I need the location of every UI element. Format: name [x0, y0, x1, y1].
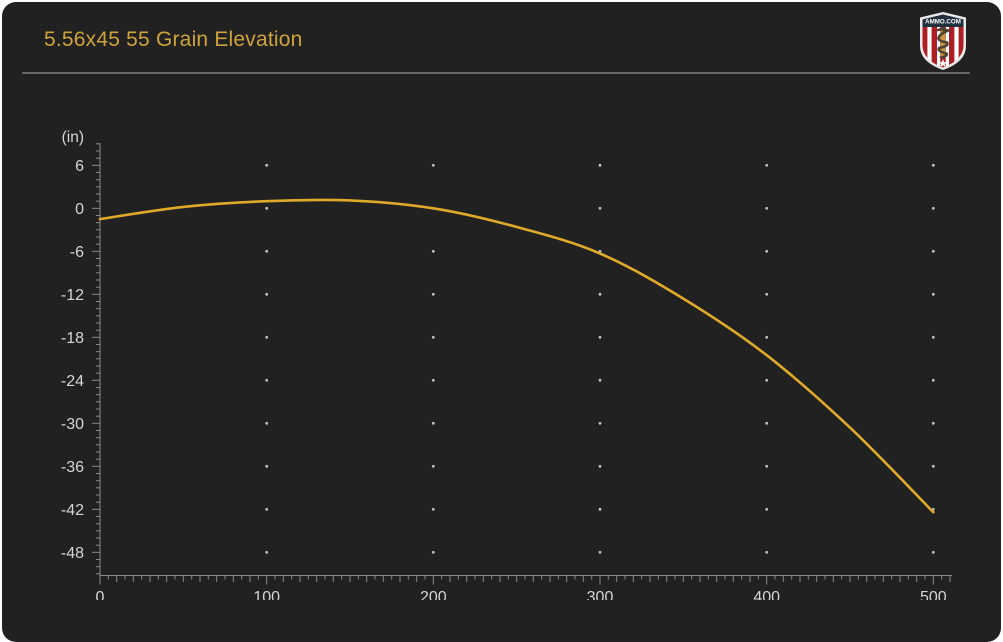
grid-dot	[598, 206, 602, 210]
grid-dot	[431, 421, 435, 425]
grid-dot	[431, 550, 435, 554]
y-tick-label: 0	[75, 201, 84, 218]
x-tick-label: 100	[253, 589, 280, 600]
y-tick-label: -18	[61, 330, 84, 347]
grid-dot	[265, 507, 269, 511]
grid-dots	[265, 163, 935, 554]
y-tick-label: -6	[70, 244, 84, 261]
y-tick-label: -24	[61, 373, 84, 390]
grid-dot	[265, 421, 269, 425]
stripe	[922, 14, 928, 68]
elevation-curve	[98, 198, 935, 514]
axes	[92, 143, 952, 585]
title-divider	[22, 72, 970, 74]
grid-dot	[931, 206, 935, 210]
grid-dot	[598, 292, 602, 296]
grid-dot	[431, 292, 435, 296]
grid-dot	[265, 464, 269, 468]
grid-dot	[931, 550, 935, 554]
grid-dot	[931, 421, 935, 425]
grid-dot	[598, 507, 602, 511]
grid-dot	[765, 249, 769, 253]
grid-dot	[431, 163, 435, 167]
grid-dot	[598, 421, 602, 425]
grid-dot	[765, 421, 769, 425]
grid-dot	[598, 464, 602, 468]
logo-text: AMMO.COM	[925, 19, 961, 26]
grid-dot	[265, 378, 269, 382]
x-tick-label: 300	[587, 589, 614, 600]
star-icon	[938, 59, 948, 68]
x-tick-label: 0	[96, 589, 105, 600]
chart-title: 5.56x45 55 Grain Elevation	[44, 28, 303, 51]
grid-dot	[931, 378, 935, 382]
grid-dot	[765, 378, 769, 382]
stripe	[958, 14, 964, 68]
grid-dot	[265, 163, 269, 167]
x-tick-label: 400	[753, 589, 780, 600]
grid-dot	[765, 335, 769, 339]
snake-head	[940, 27, 946, 32]
bullet	[940, 29, 946, 58]
grid-dot	[931, 163, 935, 167]
grid-dot	[431, 335, 435, 339]
grid-dot	[598, 335, 602, 339]
x-tick-label: 500	[920, 589, 947, 600]
grid-dot	[598, 163, 602, 167]
grid-dot	[265, 249, 269, 253]
grid-dot	[931, 292, 935, 296]
grid-dot	[931, 335, 935, 339]
grid-dot	[265, 206, 269, 210]
y-axis-unit-label: (in)	[62, 129, 84, 146]
y-tick-label: -30	[61, 416, 84, 433]
tick-labels: 6 0 -6 -12 -18 -24 -30 -36 -42 -48 (in) 0 100 200 300 4…	[61, 129, 947, 600]
grid-dot	[431, 507, 435, 511]
grid-dot	[931, 464, 935, 468]
elevation-chart: 6 0 -6 -12 -18 -24 -30 -36 -42 -48 (in) 0 100 200 300 4…	[61, 129, 952, 600]
x-tick-label: 200	[420, 589, 447, 600]
grid-dot	[765, 550, 769, 554]
grid-dot	[931, 249, 935, 253]
grid-dot	[598, 378, 602, 382]
grid-dot	[431, 378, 435, 382]
grid-dot	[431, 464, 435, 468]
grid-dot	[265, 292, 269, 296]
y-tick-label: -48	[61, 545, 84, 562]
y-tick-label: 6	[75, 158, 84, 175]
y-tick-label: -12	[61, 287, 84, 304]
grid-dot	[765, 292, 769, 296]
grid-dot	[598, 550, 602, 554]
y-tick-label: -42	[61, 502, 84, 519]
grid-dot	[431, 249, 435, 253]
logo-banner	[922, 14, 964, 27]
y-tick-label: -36	[61, 459, 84, 476]
grid-dot	[265, 335, 269, 339]
grid-dot	[765, 464, 769, 468]
grid-dot	[765, 507, 769, 511]
grid-dot	[765, 206, 769, 210]
stripe	[949, 14, 955, 68]
snake-icon	[936, 28, 952, 59]
grid-dot	[765, 163, 769, 167]
stripe	[931, 14, 937, 68]
grid-dot	[265, 550, 269, 554]
ammo-logo: AMMO.COM	[920, 12, 966, 70]
